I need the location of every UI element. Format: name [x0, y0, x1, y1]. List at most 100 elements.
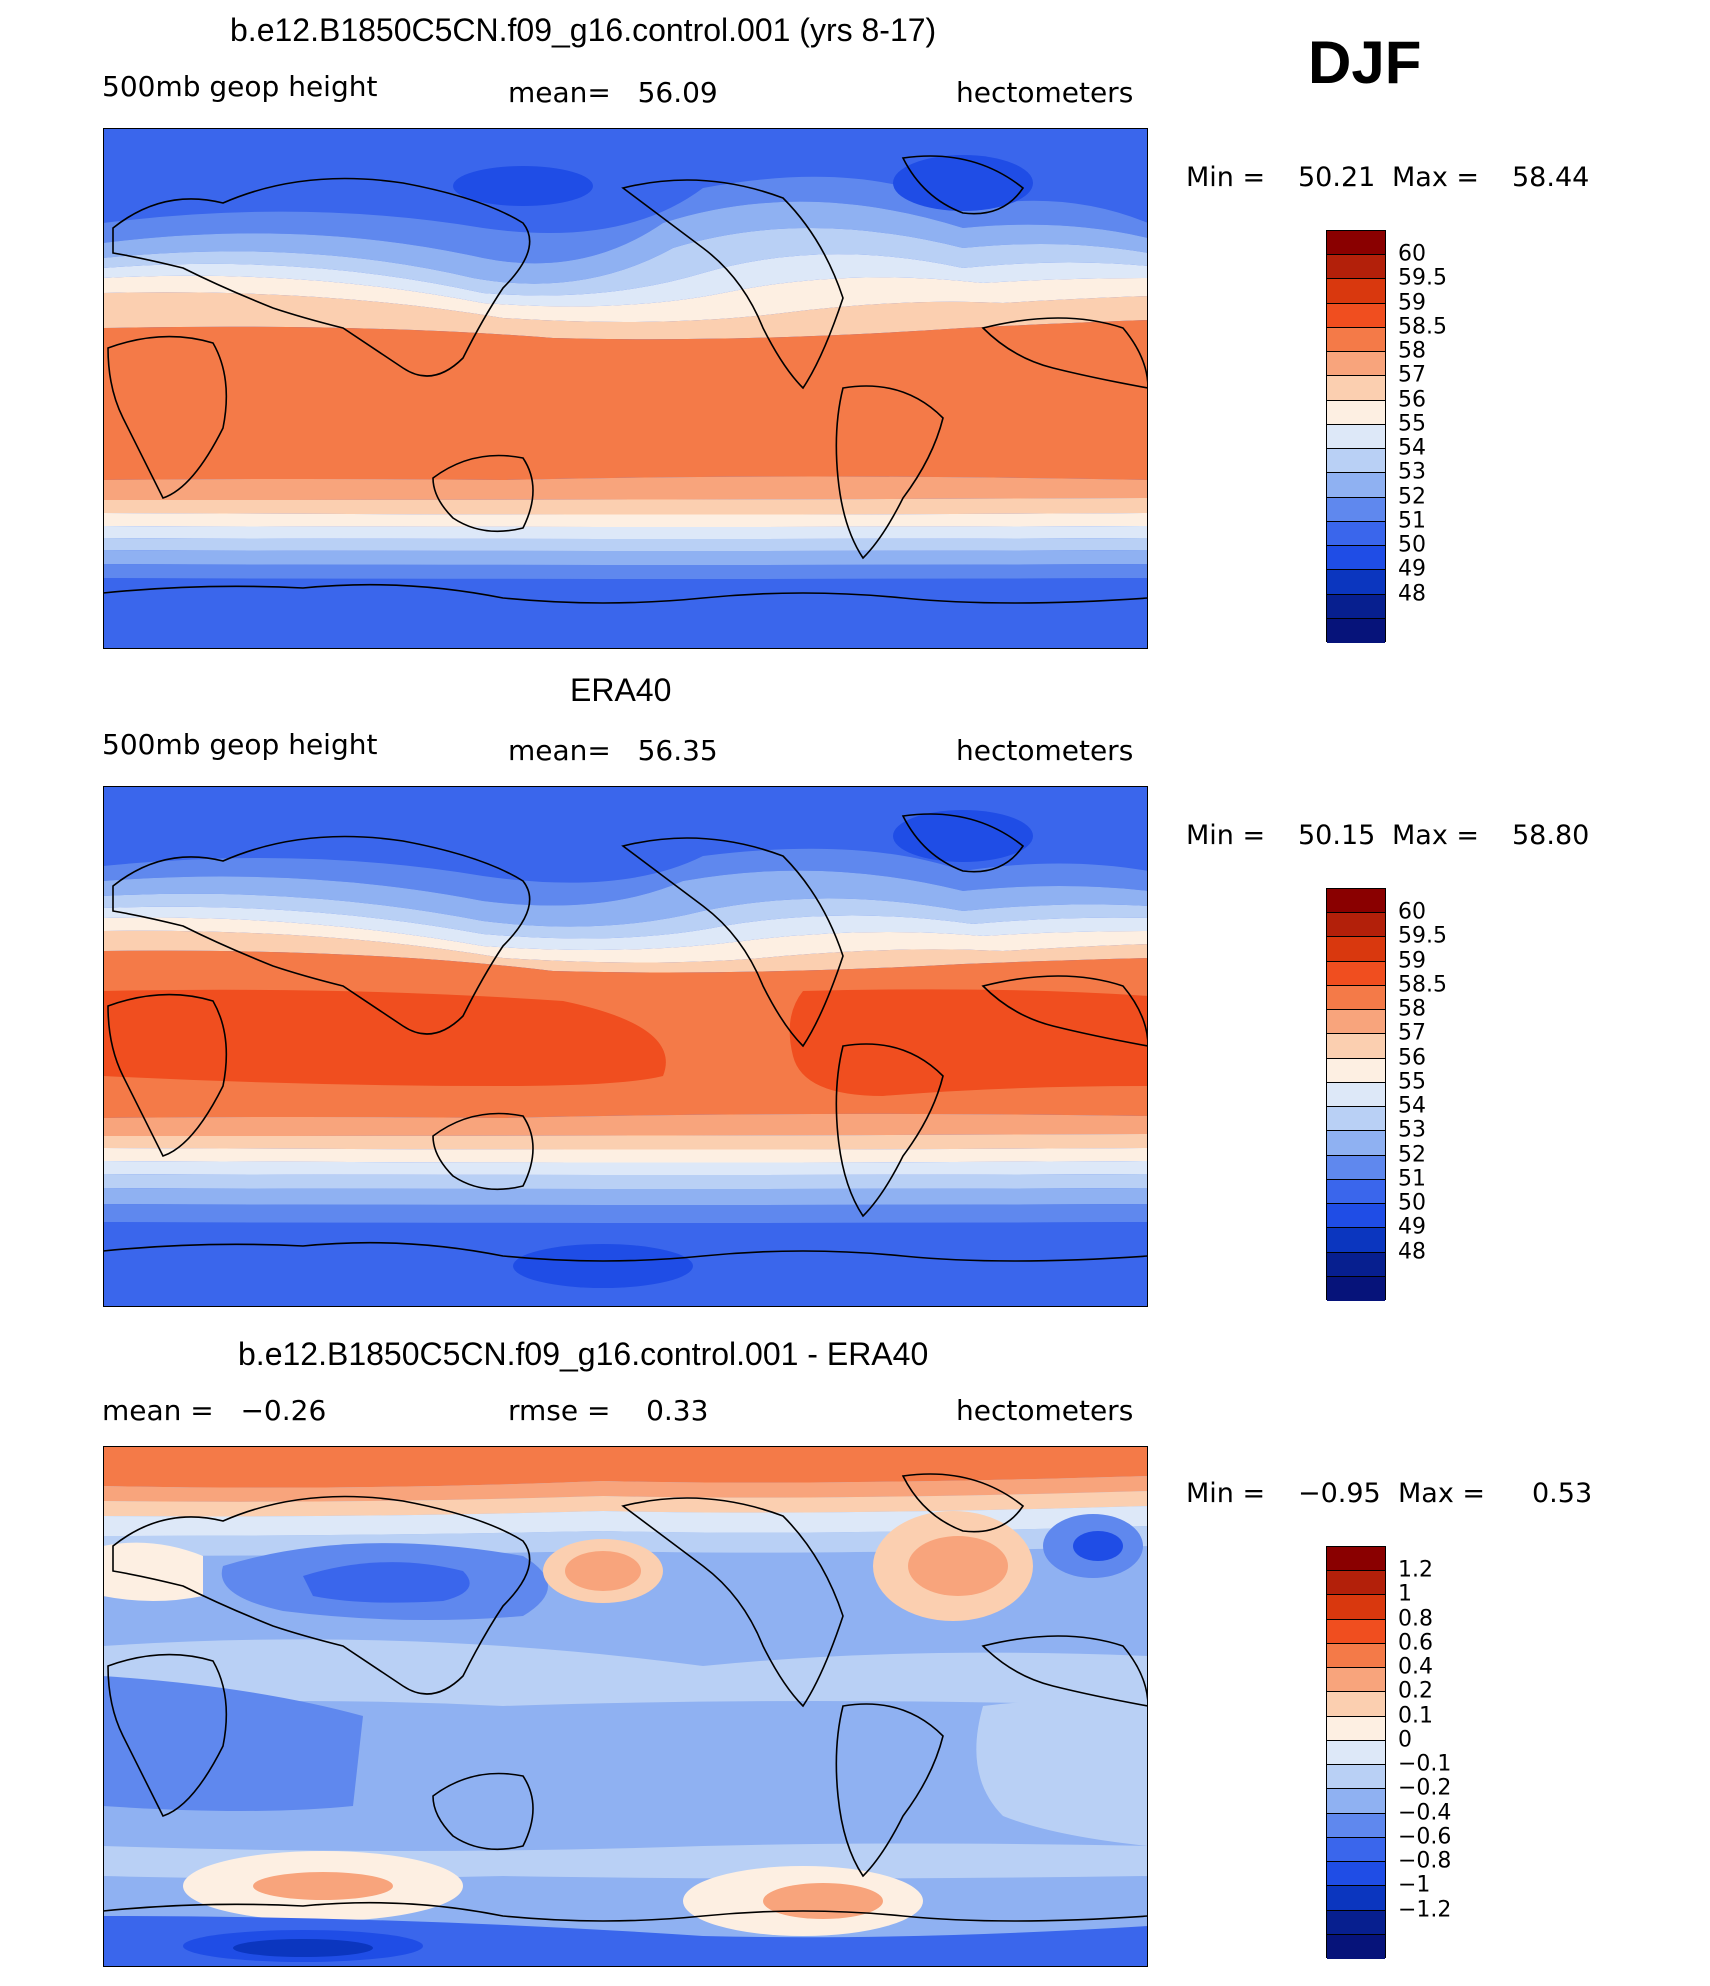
- colorbar-swatch: [1327, 352, 1385, 377]
- colorbar-swatch: [1327, 1765, 1385, 1790]
- colorbar-swatch: [1327, 546, 1385, 571]
- colorbar-swatch: [1327, 255, 1385, 280]
- colorbar-swatch: [1327, 594, 1385, 619]
- colorbar-tick-label: 49: [1398, 556, 1426, 582]
- colorbar-model: [1326, 230, 1386, 643]
- panel-title-obs: ERA40: [570, 672, 672, 708]
- colorbar-tick-label: 48: [1398, 581, 1426, 607]
- minmax-min-value-model: 50.21: [1298, 162, 1376, 193]
- colorbar-tick-label: 0: [1398, 1727, 1412, 1753]
- colorbar-swatch: [1327, 1082, 1385, 1108]
- colorbar-tick-label: 52: [1398, 484, 1426, 510]
- map-panel-diff: [103, 1446, 1148, 1967]
- colorbar-swatch: [1327, 937, 1385, 962]
- minmax-min-label-obs: Min =: [1186, 820, 1266, 851]
- panel-title-model: b.e12.B1850C5CN.f09_g16.control.001 (yrs…: [230, 12, 937, 48]
- colorbar-swatch: [1327, 1886, 1385, 1911]
- colorbar-tick-label: 1: [1398, 1581, 1412, 1607]
- minmax-min-label-diff: Min =: [1186, 1478, 1266, 1509]
- colorbar-tick-label: −0.2: [1398, 1775, 1452, 1801]
- panel-units-obs: hectometers: [956, 734, 1134, 767]
- panel-mean-label-model: mean= 56.09: [508, 76, 718, 109]
- colorbar-tick-label: 48: [1398, 1239, 1426, 1265]
- colorbar-swatch: [1327, 913, 1385, 938]
- colorbar-tick-label: 53: [1398, 459, 1426, 485]
- colorbar-swatch: [1327, 1595, 1385, 1620]
- minmax-max-value-obs: 58.80: [1512, 820, 1590, 851]
- colorbar-swatch: [1327, 303, 1385, 328]
- colorbar-swatch: [1327, 1107, 1385, 1132]
- colorbar-swatch: [1327, 961, 1385, 986]
- colorbar-tick-label: 58: [1398, 338, 1426, 364]
- colorbar-swatch: [1327, 1058, 1385, 1083]
- colorbar-tick-label: 54: [1398, 435, 1426, 461]
- colorbar-swatch: [1327, 889, 1385, 914]
- colorbar-swatch: [1327, 1910, 1385, 1935]
- minmax-max-label-diff: Max =: [1398, 1478, 1486, 1509]
- colorbar-tick-label: 0.4: [1398, 1654, 1433, 1680]
- colorbar-tick-label: 59: [1398, 290, 1426, 316]
- colorbar-tick-label: −1: [1398, 1872, 1431, 1898]
- colorbar-tick-label: −0.1: [1398, 1751, 1452, 1777]
- colorbar-swatch: [1327, 1571, 1385, 1596]
- colorbar-swatch: [1327, 1619, 1385, 1644]
- colorbar-tick-label: 0.1: [1398, 1703, 1433, 1729]
- colorbar-tick-label: 58.5: [1398, 314, 1447, 340]
- colorbar-swatch: [1327, 570, 1385, 595]
- colorbar-swatch: [1327, 497, 1385, 522]
- panel-left-label-obs: 500mb geop height: [102, 728, 378, 761]
- minmax-max-value-diff: 0.53: [1532, 1478, 1593, 1509]
- season-label: DJF: [1308, 29, 1422, 96]
- colorbar-swatch: [1327, 1034, 1385, 1059]
- colorbar-swatch: [1327, 327, 1385, 353]
- colorbar-swatch: [1327, 1131, 1385, 1156]
- colorbar-tick-label: 60: [1398, 899, 1426, 925]
- panel-units-model: hectometers: [956, 76, 1134, 109]
- panel-rmse-label-diff: rmse = 0.33: [508, 1394, 709, 1427]
- colorbar-tick-label: −0.8: [1398, 1848, 1452, 1874]
- colorbar-tick-label: 59: [1398, 948, 1426, 974]
- colorbar-swatch: [1327, 1813, 1385, 1838]
- colorbar-swatch: [1327, 1547, 1385, 1572]
- minmax-max-label-model: Max =: [1392, 162, 1480, 193]
- colorbar-obs: [1326, 888, 1386, 1301]
- colorbar-swatch: [1327, 1716, 1385, 1741]
- map-panel-model: [103, 128, 1148, 649]
- colorbar-tick-label: 53: [1398, 1117, 1426, 1143]
- colorbar-swatch: [1327, 1934, 1385, 1959]
- map-model-svg: [103, 128, 1148, 649]
- colorbar-tick-label: 49: [1398, 1214, 1426, 1240]
- colorbar-swatch: [1327, 1155, 1385, 1180]
- colorbar-swatch: [1327, 1643, 1385, 1669]
- colorbar-swatch: [1327, 424, 1385, 450]
- minmax-min-value-diff: −0.95: [1298, 1478, 1381, 1509]
- colorbar-tick-label: 57: [1398, 1020, 1426, 1046]
- colorbar-swatch: [1327, 231, 1385, 256]
- colorbar-tick-label: 50: [1398, 532, 1426, 558]
- minmax-min-label-model: Min =: [1186, 162, 1266, 193]
- colorbar-tick-label: 55: [1398, 411, 1426, 437]
- colorbar-tick-label: −0.4: [1398, 1800, 1452, 1826]
- panel-left-label-model: 500mb geop height: [102, 70, 378, 103]
- colorbar-tick-label: 52: [1398, 1142, 1426, 1168]
- colorbar-tick-label: 0.8: [1398, 1606, 1433, 1632]
- colorbar-tick-label: 57: [1398, 362, 1426, 388]
- map-obs-svg: [103, 786, 1148, 1307]
- colorbar-tick-label: −0.6: [1398, 1824, 1452, 1850]
- panel-units-diff: hectometers: [956, 1394, 1134, 1427]
- colorbar-tick-label: 1.2: [1398, 1557, 1433, 1583]
- colorbar-swatch: [1327, 1668, 1385, 1693]
- colorbar-diff: [1326, 1546, 1386, 1959]
- minmax-min-value-obs: 50.15: [1298, 820, 1376, 851]
- panel-title-diff: b.e12.B1850C5CN.f09_g16.control.001 - ER…: [238, 1336, 929, 1372]
- colorbar-tick-label: 56: [1398, 387, 1426, 413]
- colorbar-tick-label: 0.2: [1398, 1678, 1433, 1704]
- colorbar-swatch: [1327, 1789, 1385, 1814]
- colorbar-swatch: [1327, 449, 1385, 474]
- colorbar-tick-label: 51: [1398, 508, 1426, 534]
- colorbar-tick-label: 58.5: [1398, 972, 1447, 998]
- colorbar-swatch: [1327, 985, 1385, 1011]
- colorbar-tick-label: 56: [1398, 1045, 1426, 1071]
- panel-mean-label-diff: mean = −0.26: [102, 1394, 327, 1427]
- colorbar-tick-label: 0.6: [1398, 1630, 1433, 1656]
